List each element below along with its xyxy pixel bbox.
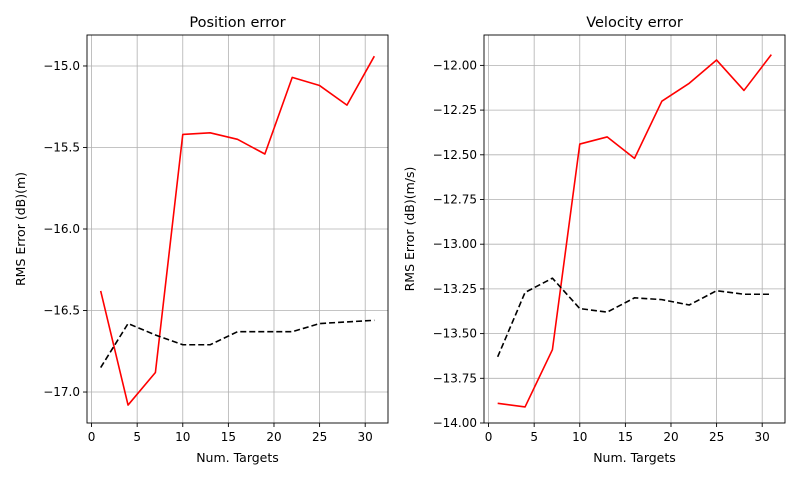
x-tick-label: 0: [88, 430, 96, 444]
y-tick-label: −13.50: [433, 327, 477, 341]
plot-frame: [483, 34, 786, 424]
x-tick-label: 30: [755, 430, 770, 444]
x-tick-label: 20: [663, 430, 678, 444]
panel-velocity-error: Velocity error Num. Targets RMS Error (d…: [402, 15, 786, 465]
solid-series-line: [99, 55, 376, 406]
y-tick-label: −12.00: [433, 58, 477, 72]
x-tick-label: 5: [530, 430, 538, 444]
y-tick-label: −13.00: [433, 237, 477, 251]
y-axis-label: RMS Error (dB)(m): [13, 172, 28, 286]
x-tick-label: 15: [221, 430, 236, 444]
y-tick-label: −16.0: [43, 222, 80, 236]
panel-position-error: Position error Num. Targets RMS Error (d…: [13, 15, 389, 465]
chart-title: Position error: [189, 15, 285, 31]
x-tick-label: 30: [358, 430, 373, 444]
dashed-series-line: [496, 277, 772, 358]
dashed-series-line: [100, 319, 375, 368]
x-tick-label: 25: [312, 430, 327, 444]
x-tick-label: 10: [175, 430, 190, 444]
y-tick-label: −15.0: [43, 59, 80, 73]
chart-title: Velocity error: [586, 15, 683, 31]
x-axis-label: Num. Targets: [593, 450, 676, 465]
y-tick-label: −17.0: [43, 385, 80, 399]
y-tick-label: −12.75: [433, 192, 477, 206]
y-axis-label: RMS Error (dB)(m/s): [402, 167, 417, 292]
y-tick-label: −14.00: [433, 416, 477, 430]
y-tick-label: −16.5: [43, 304, 80, 318]
y-tick-label: −13.25: [433, 282, 477, 296]
x-tick-label: 25: [709, 430, 724, 444]
x-axis-label: Num. Targets: [196, 450, 279, 465]
x-tick-label: 5: [133, 430, 141, 444]
solid-series-line: [497, 54, 772, 408]
y-tick-label: −12.25: [433, 103, 477, 117]
x-tick-label: 0: [485, 430, 493, 444]
x-tick-label: 20: [266, 430, 281, 444]
x-tick-label: 15: [618, 430, 633, 444]
y-tick-label: −12.50: [433, 148, 477, 162]
y-tick-label: −15.5: [43, 140, 80, 154]
x-tick-label: 10: [572, 430, 587, 444]
y-tick-label: −13.75: [433, 371, 477, 385]
